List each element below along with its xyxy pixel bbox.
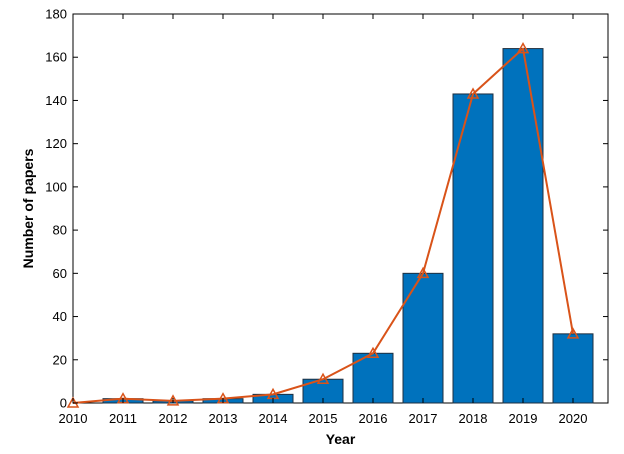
bar-2017 — [402, 272, 444, 404]
y-tick-label: 140 — [45, 93, 67, 108]
bar-2020 — [552, 333, 594, 404]
x-tick-label: 2017 — [409, 411, 438, 426]
y-tick-label: 100 — [45, 179, 67, 194]
y-tick-label: 0 — [60, 396, 67, 411]
x-tick-label: 2016 — [359, 411, 388, 426]
x-tick-label: 2014 — [259, 411, 288, 426]
y-tick-label: 80 — [53, 223, 67, 238]
marker-2019 — [516, 42, 530, 54]
y-tick-label: 120 — [45, 136, 67, 151]
x-tick-label: 2018 — [459, 411, 488, 426]
x-tick-label: 2015 — [309, 411, 338, 426]
marker-2016 — [366, 346, 380, 359]
x-tick-label: 2010 — [59, 411, 88, 426]
marker-2018 — [466, 87, 480, 99]
marker-2012 — [166, 394, 180, 406]
series-line — [72, 47, 574, 404]
x-axis-title: Year — [326, 431, 356, 447]
y-tick-label: 160 — [45, 50, 67, 65]
y-axis-title: Number of papers — [20, 148, 36, 268]
y-tick-label: 20 — [53, 352, 67, 367]
marker-2015 — [316, 372, 330, 384]
bar-2016 — [352, 352, 394, 404]
y-axis: 0 20 40 60 80 100 120 140 160 180 — [45, 7, 608, 411]
y-tick-label: 40 — [53, 309, 67, 324]
marker-2020 — [566, 327, 580, 339]
y-tick-label: 180 — [45, 7, 67, 22]
x-tick-label: 2012 — [159, 411, 188, 426]
x-tick-label: 2019 — [509, 411, 538, 426]
y-tick-label: 60 — [53, 266, 67, 281]
bars-layer — [102, 48, 594, 404]
bar-2018 — [452, 93, 494, 404]
x-tick-label: 2020 — [559, 411, 588, 426]
x-axis: 2010 2011 2012 2013 2014 2015 2016 2017 2018 2019… — [59, 14, 588, 426]
x-tick-label: 2013 — [209, 411, 238, 426]
line-layer — [66, 42, 580, 408]
bar-2019 — [502, 48, 544, 404]
marker-2017 — [416, 266, 430, 279]
x-tick-label: 2011 — [109, 411, 137, 426]
